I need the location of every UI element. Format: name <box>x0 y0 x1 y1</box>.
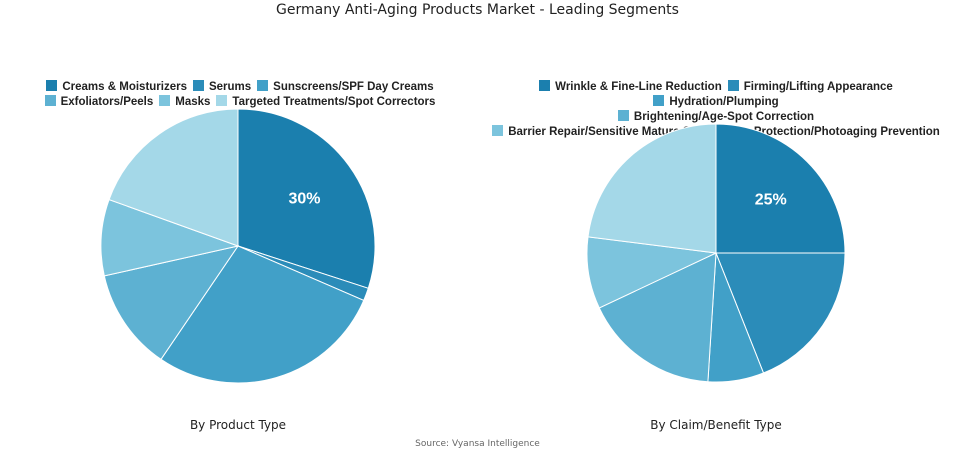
legend-label: Firming/Lifting Appearance <box>743 81 893 93</box>
pie-slice <box>103 245 240 361</box>
legend-label: Creams & Moisturizers <box>62 81 187 93</box>
legend-swatch <box>617 110 629 121</box>
pie-slice <box>108 108 239 247</box>
legend-label: Exfoliators/Peels <box>60 96 154 108</box>
legend-item: Masks <box>159 95 210 110</box>
data-label: 25% <box>755 191 787 208</box>
pie-slice <box>715 123 846 254</box>
legend-swatch <box>539 80 551 91</box>
legend-item: Wrinkle & Fine-Line Reduction <box>539 80 722 95</box>
legend-label: Masks <box>175 96 211 108</box>
legend-label: Targeted Treatments/Spot Correctors <box>232 96 436 108</box>
source-note: Source: Vyansa Intelligence <box>415 439 540 449</box>
legend-label: Serums <box>208 81 252 93</box>
subtitle-claim-type: By Claim/Benefit Type <box>650 418 782 432</box>
legend-item: Barrier Repair/Sensitive Mature Skin <box>492 125 707 140</box>
legend-label: Hydration/Plumping <box>669 96 779 108</box>
pie-slice <box>598 252 717 383</box>
legend-item: Brightening/Age-Spot Correction <box>617 110 815 125</box>
pie-slice <box>715 252 846 374</box>
legend-label: Wrinkle & Fine-Line Reduction <box>555 81 722 93</box>
legend-label: Sun Protection/Photoaging Prevention <box>728 126 940 138</box>
chart-title: Germany Anti-Aging Products Market - Lea… <box>276 2 679 18</box>
legend-swatch <box>192 80 204 91</box>
pie-slice <box>237 108 376 289</box>
legend-swatch <box>492 125 504 136</box>
legend-label: Sunscreens/SPF Day Creams <box>273 81 434 93</box>
legend-swatch <box>44 95 56 106</box>
legend-product-type: Creams & Moisturizers Serums Sunscreens/SP… <box>30 80 450 110</box>
legend-item: Exfoliators/Peels <box>44 95 154 110</box>
pie-slice <box>160 245 365 384</box>
pie-slice <box>587 123 717 254</box>
legend-label: Barrier Repair/Sensitive Mature Skin <box>508 126 707 138</box>
legend-label: Brightening/Age-Spot Correction <box>633 111 815 123</box>
legend-item: Firming/Lifting Appearance <box>727 80 893 95</box>
legend-swatch <box>159 95 171 106</box>
legend-claim-type: Wrinkle & Fine-Line Reduction Firming/Lif… <box>485 80 947 140</box>
legend-item: Serums <box>192 80 252 95</box>
legend-swatch <box>46 80 58 91</box>
legend-item: Creams & Moisturizers <box>46 80 187 95</box>
legend-item: Sunscreens/SPF Day Creams <box>257 80 434 95</box>
legend-swatch <box>727 80 739 91</box>
legend-item: Targeted Treatments/Spot Correctors <box>216 95 435 110</box>
legend-swatch <box>216 95 228 106</box>
legend-swatch <box>257 80 269 91</box>
legend-swatch <box>653 95 665 106</box>
data-label: 30% <box>288 191 320 208</box>
legend-item: Hydration/Plumping <box>653 95 779 110</box>
subtitle-product-type: By Product Type <box>189 418 287 432</box>
